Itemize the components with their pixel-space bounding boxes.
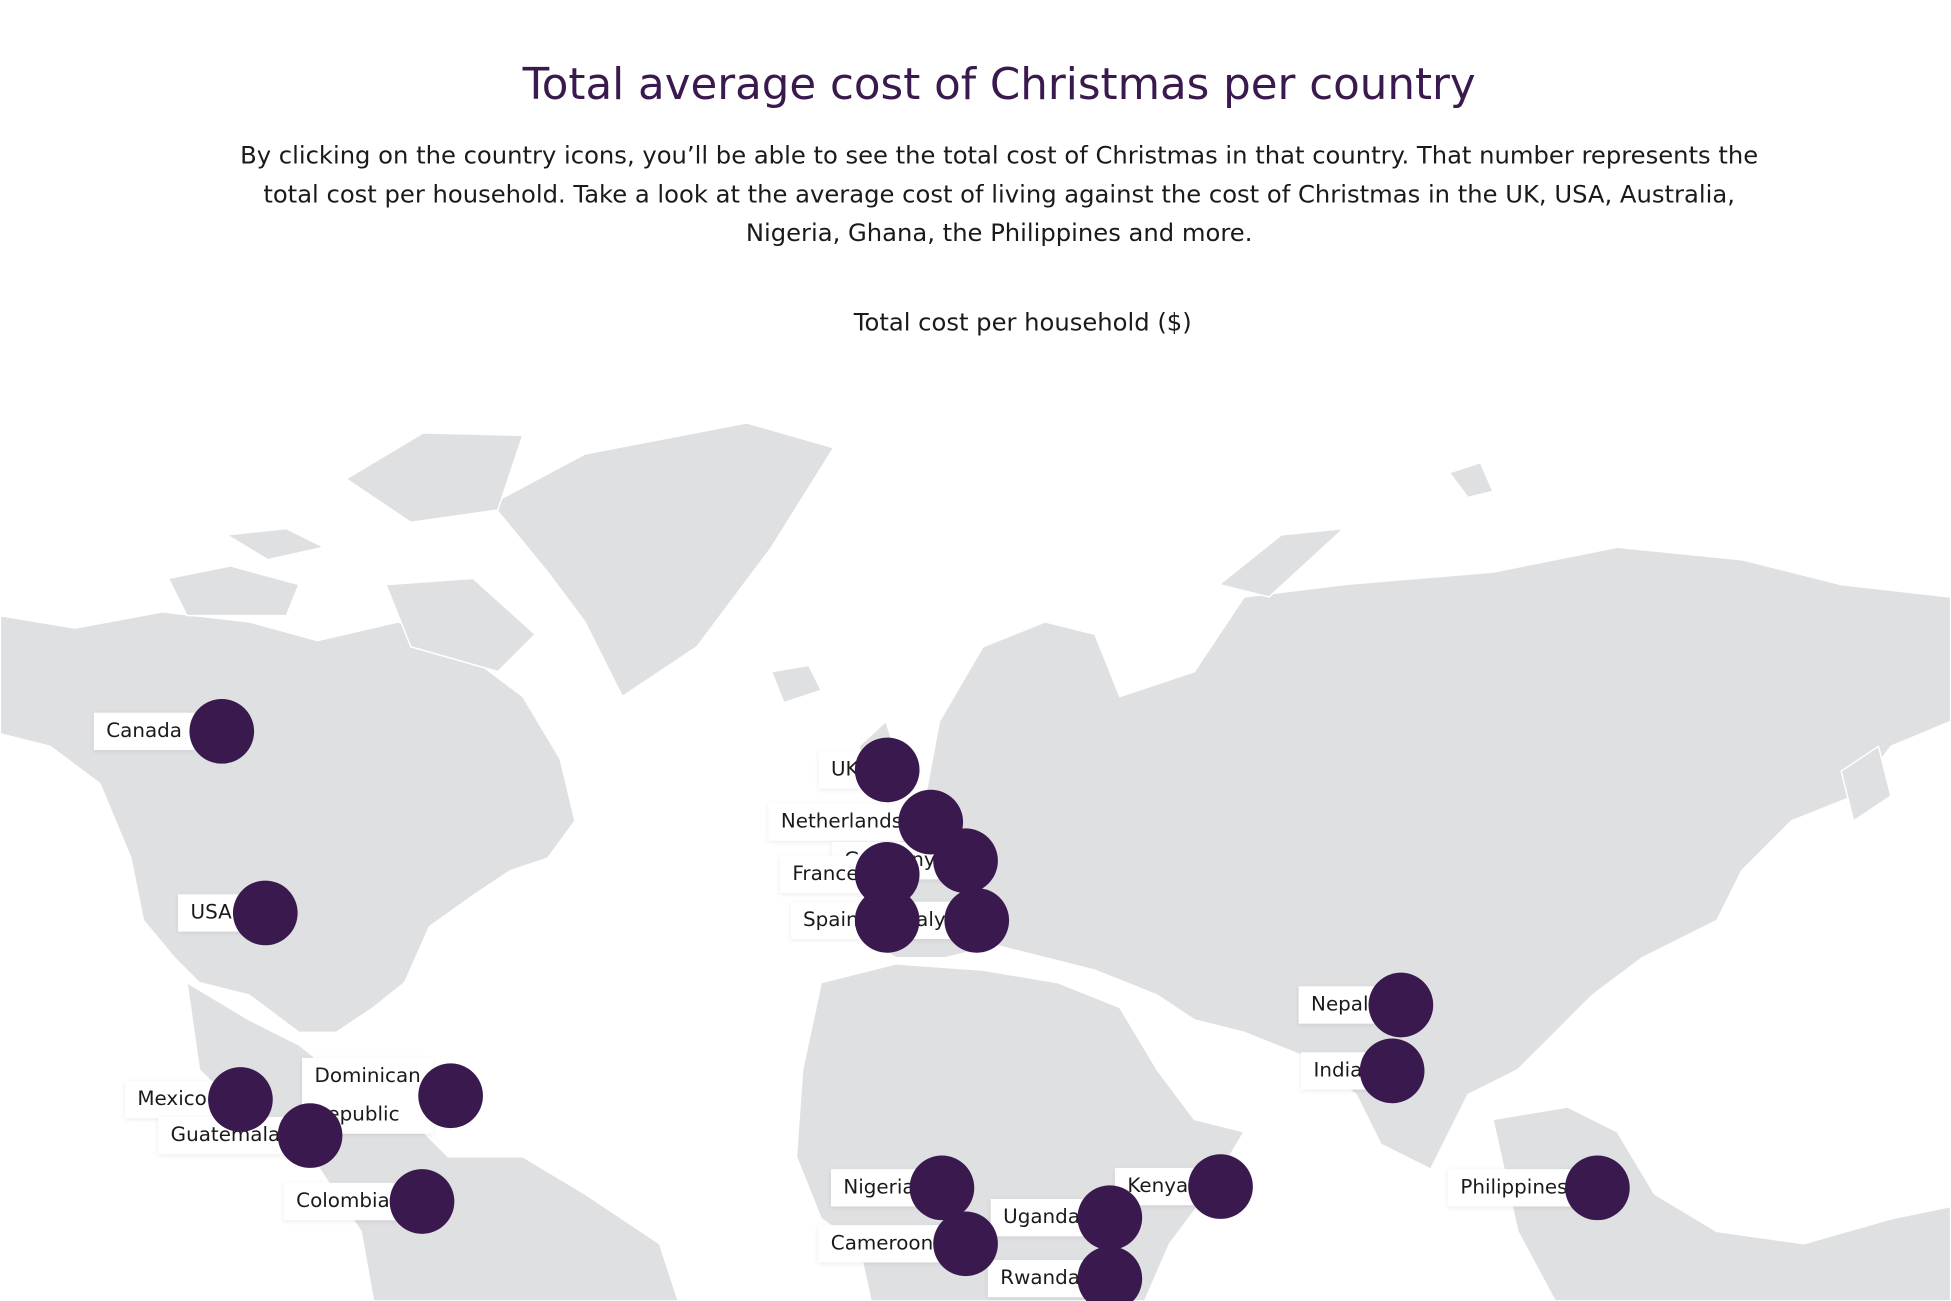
country-label-text: Canada (106, 719, 182, 742)
country-label: Colombia (283, 1182, 403, 1221)
country-label-text: Rwanda (1000, 1266, 1080, 1289)
label-box (1447, 1169, 1580, 1207)
country-label: Cameroon (818, 1225, 946, 1263)
country-label-text: Philippines (1460, 1175, 1567, 1198)
country-marker[interactable] (1368, 972, 1434, 1038)
markers (189, 699, 1630, 1301)
country-marker[interactable] (1077, 1185, 1143, 1251)
country-marker[interactable] (189, 699, 255, 764)
country-label-text: Netherlands (781, 810, 902, 833)
country-label-text: UK (831, 757, 860, 780)
country-label: Guatemala (158, 1116, 293, 1155)
country-label-text: Nepal (1311, 992, 1368, 1015)
title: Total average cost of Christmas per coun… (522, 60, 1476, 110)
country-label-text: Kenya (1127, 1174, 1188, 1197)
label-box (124, 1080, 220, 1119)
country-marker[interactable] (277, 1103, 343, 1168)
country-marker[interactable] (854, 842, 920, 907)
country-marker[interactable] (933, 828, 998, 894)
label-box (990, 1199, 1093, 1237)
label-box (768, 803, 915, 841)
country-label: Canada (93, 712, 195, 751)
country-label-text: India (1313, 1058, 1362, 1081)
label-box (283, 1182, 403, 1221)
country-marker[interactable] (854, 888, 920, 953)
label-box (1298, 986, 1381, 1024)
country-marker[interactable] (854, 737, 920, 803)
country-label-text: Nigeria (843, 1175, 914, 1198)
country-label-text: Cameroon (831, 1231, 933, 1254)
label-box (818, 1225, 946, 1263)
map-caption: Total cost per household ($) (853, 307, 1192, 336)
country-label-text: Colombia (296, 1189, 389, 1212)
country-marker[interactable] (232, 880, 298, 946)
country-label: Rwanda (987, 1259, 1093, 1298)
country-marker[interactable] (1565, 1155, 1630, 1221)
country-label: Netherlands (768, 803, 915, 841)
country-marker[interactable] (944, 888, 1010, 953)
country-marker[interactable] (1077, 1246, 1143, 1301)
description-line: total cost per household. Take a look at… (263, 179, 1735, 208)
country-label-text: Uganda (1003, 1205, 1080, 1228)
country-marker[interactable] (418, 1063, 483, 1129)
country-marker[interactable] (933, 1211, 998, 1277)
description-line: Nigeria, Ghana, the Philippines and more… (746, 218, 1253, 247)
country-label-text: Dominican (315, 1064, 421, 1087)
label-box (93, 712, 195, 751)
country-label-text: Spain (803, 908, 859, 931)
country-label: Nepal (1298, 986, 1381, 1024)
country-marker[interactable] (1188, 1154, 1253, 1219)
country-marker[interactable] (208, 1067, 273, 1132)
country-label: Philippines (1447, 1169, 1580, 1207)
country-label: Uganda (990, 1199, 1093, 1237)
country-label-text: France (792, 862, 858, 885)
country-marker[interactable] (909, 1155, 975, 1221)
country-label: Mexico (124, 1080, 220, 1119)
description-line: By clicking on the country icons, you’ll… (240, 141, 1758, 170)
country-marker[interactable] (389, 1169, 455, 1234)
country-label-text: USA (191, 900, 233, 923)
country-label-text: Mexico (137, 1087, 206, 1110)
country-marker[interactable] (1359, 1038, 1425, 1104)
label-box (987, 1259, 1093, 1298)
